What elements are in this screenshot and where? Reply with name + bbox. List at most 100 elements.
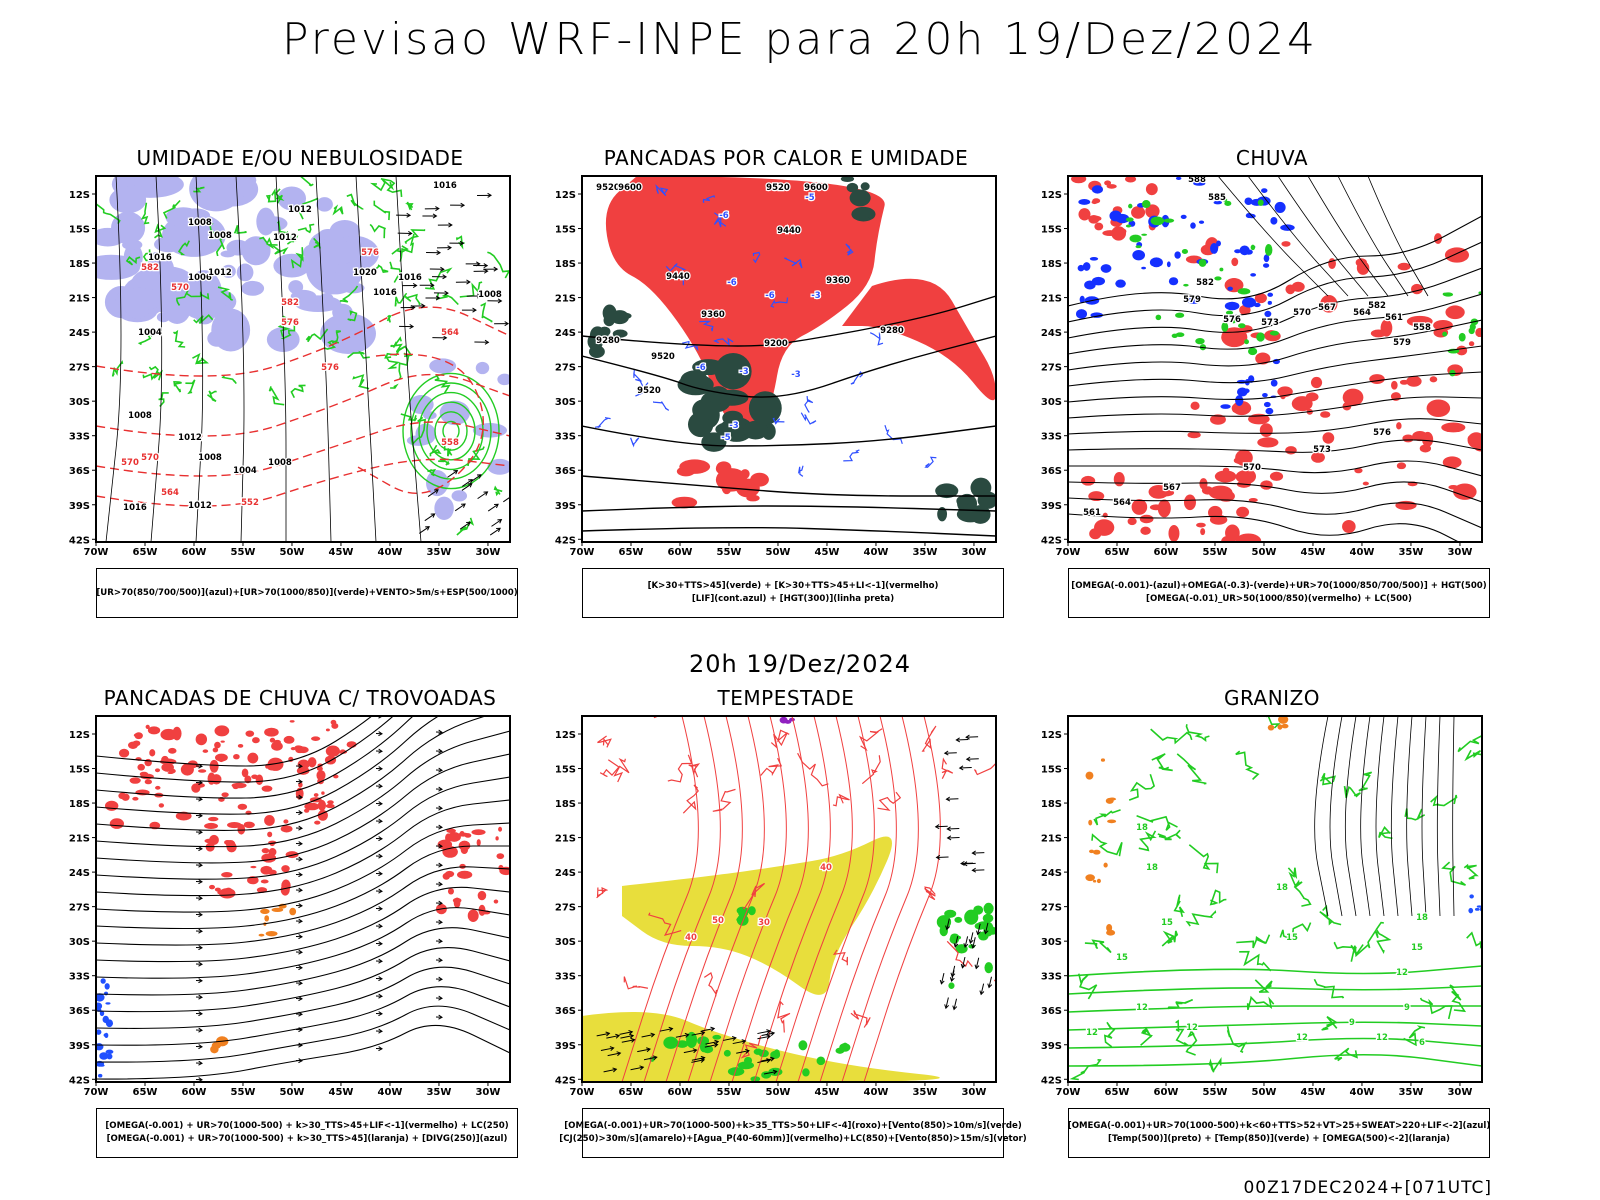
lat-label: 18S — [69, 259, 90, 270]
height-contour — [1068, 319, 1482, 371]
lat-label: 33S — [1041, 972, 1062, 983]
humidity-low-contour — [280, 325, 296, 340]
lon-label: 35W — [1398, 547, 1423, 558]
streamline — [96, 927, 510, 996]
humidity-upper-area — [323, 266, 336, 279]
wind-850-area — [984, 962, 993, 974]
lat-label: 27S — [555, 363, 576, 374]
humidity-low-contour — [369, 223, 387, 239]
rain-area — [1380, 319, 1393, 337]
thickness-label: 564 — [161, 488, 179, 498]
temp-850-contour — [1319, 772, 1336, 786]
convection-heat-area — [679, 459, 711, 474]
omega-area — [1175, 176, 1182, 180]
height-label: 9440 — [777, 226, 801, 236]
streamline — [96, 907, 510, 979]
temperature-label: 18 — [1276, 883, 1288, 893]
wind-vector — [461, 483, 473, 491]
arrow-head — [378, 766, 383, 772]
arrow-head — [484, 339, 490, 345]
humidity-low-contour — [215, 233, 229, 257]
rain-area — [1362, 481, 1369, 486]
omega-area — [1216, 240, 1221, 247]
pressure-label: 1006 — [188, 273, 212, 283]
temp-850-contour — [1279, 922, 1312, 941]
streamline — [96, 1005, 510, 1063]
height-label: 579 — [1393, 338, 1411, 348]
humidity-low-contour — [438, 459, 450, 466]
humidity-low-contour — [265, 188, 277, 203]
omega-area — [1210, 243, 1219, 254]
pressure-label: 1008 — [268, 458, 292, 468]
pressure-label: 1016 — [398, 273, 422, 283]
arrow-head — [298, 825, 303, 831]
lifted-index-label: -3 — [729, 421, 739, 431]
humidity-low-contour — [459, 281, 483, 298]
rain-area — [1094, 222, 1104, 231]
lat-label: 42S — [1041, 1075, 1062, 1086]
arrow-head — [198, 945, 203, 951]
humidity-upper-area — [497, 373, 510, 386]
rain-area — [1419, 444, 1432, 453]
thunderstorm-area — [214, 741, 221, 749]
thunderstorm-area — [283, 735, 295, 744]
thunderstorm-area — [457, 832, 469, 837]
temp-850-contour — [1343, 785, 1361, 799]
thickness-label: 576 — [321, 363, 339, 373]
arrow-head — [468, 479, 473, 484]
arrow-head — [965, 756, 971, 762]
arrow-head — [438, 862, 443, 868]
temperature-label: 18 — [1136, 823, 1148, 833]
thunderstorm-area — [237, 823, 246, 835]
streamline-850 — [731, 716, 809, 1082]
temp-850-contour — [1140, 1026, 1153, 1046]
wind-vector — [461, 479, 473, 487]
lat-label: 21S — [69, 834, 90, 845]
height-contour — [1337, 176, 1409, 297]
omega-area — [1264, 310, 1272, 318]
arrow-head — [700, 1030, 706, 1036]
arrow-head — [684, 1032, 690, 1038]
precipitable-water-label: 40 — [820, 863, 832, 873]
omega-strong-area — [1150, 216, 1165, 226]
middle-title: 20h 19/Dez/2024 — [688, 650, 911, 678]
streamline — [96, 966, 510, 1029]
thunderstorm-area — [204, 822, 219, 829]
legend-trovoadas: [OMEGA(-0.001) + UR>70(1000-500) + k>30_… — [96, 1108, 518, 1158]
arrow-head — [378, 853, 383, 859]
wind-vector — [761, 1057, 775, 1062]
humidity-low-contour — [339, 285, 359, 303]
arrow-head — [668, 1026, 674, 1032]
humidity-upper-area — [451, 490, 468, 502]
humidity-upper-area — [472, 423, 507, 438]
humidity-low-contour — [297, 197, 319, 220]
lifted-index-label: -5 — [721, 433, 731, 443]
height-contour — [582, 425, 996, 447]
thunderstorm-area — [471, 829, 486, 836]
lat-label: 30S — [69, 937, 90, 948]
thunderstorm-area — [221, 872, 233, 878]
thunderstorm-area — [220, 740, 225, 743]
arrow-head — [741, 1039, 747, 1045]
omega-area — [1198, 220, 1205, 224]
omega-strong-area — [1135, 245, 1142, 249]
instability-area — [748, 391, 782, 426]
lat-label: 36S — [69, 1006, 90, 1017]
lon-label: 30W — [961, 1087, 986, 1098]
wind-vector — [418, 526, 430, 534]
humidity-upper-area — [174, 275, 193, 287]
thunderstorm-area — [214, 725, 230, 737]
streamline — [96, 716, 488, 831]
humidity-upper-area — [220, 250, 236, 258]
lon-label: 65W — [619, 1087, 644, 1098]
arrow-head — [983, 929, 989, 935]
temperature-label: 12 — [1396, 968, 1408, 978]
height-label: 588 — [1188, 175, 1206, 185]
rain-area — [1436, 321, 1443, 327]
arrow-head — [615, 1033, 621, 1039]
wind-vector — [723, 1037, 736, 1041]
height-label: 9520 — [651, 352, 675, 362]
height-label: 9520 — [637, 386, 661, 396]
hail-area — [1468, 907, 1474, 914]
humidity-low-contour — [404, 229, 426, 244]
